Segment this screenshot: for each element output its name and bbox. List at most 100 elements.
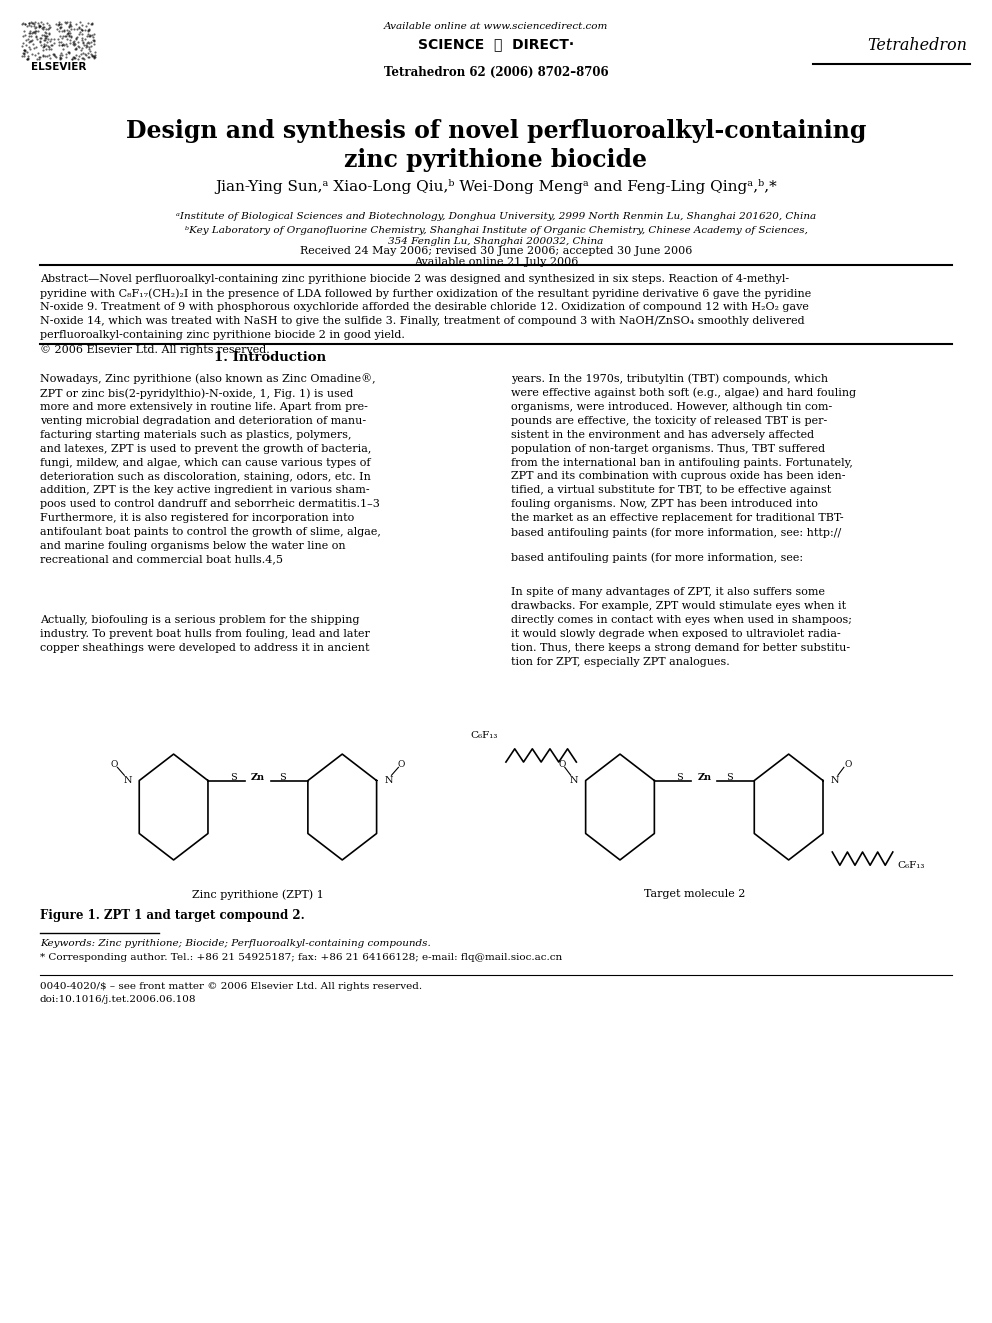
Point [54,21,69,42]
Point [85,46,101,67]
Point [19,49,35,70]
Point [85,26,101,48]
Point [40,36,56,57]
Point [43,17,59,38]
Text: Abstract—Novel perfluoroalkyl-containing zinc pyrithione biocide 2 was designed : Abstract—Novel perfluoroalkyl-containing… [40,274,810,355]
Point [71,12,87,33]
Point [57,20,72,41]
Point [78,34,94,56]
Point [39,25,55,46]
Point [55,34,70,56]
Point [26,12,42,33]
Point [62,15,78,36]
Point [60,36,75,57]
Point [86,30,102,52]
Point [59,25,74,46]
Point [62,26,78,48]
Point [80,42,96,64]
Text: Nowadays, Zinc pyrithione (also known as Zinc Omadine®,
ZPT or zinc bis(2-pyridy: Nowadays, Zinc pyrithione (also known as… [40,373,381,565]
Point [17,40,33,61]
Point [26,21,42,42]
Point [51,32,66,53]
Point [53,48,68,69]
Text: S: S [677,774,682,782]
Point [82,25,98,46]
Point [77,20,93,41]
Point [60,12,75,33]
Point [61,16,76,37]
Point [66,46,82,67]
Point [73,19,89,40]
Point [62,21,77,42]
Point [17,13,33,34]
Text: S: S [230,774,236,782]
Text: O: O [844,761,851,769]
Point [28,37,44,58]
Point [62,42,77,64]
Point [26,37,42,58]
Point [39,12,55,33]
Point [36,24,52,45]
Point [63,19,79,40]
Point [33,26,49,48]
Point [42,48,58,69]
Point [42,30,58,52]
Point [52,21,67,42]
Point [83,12,99,33]
Point [16,40,32,61]
Point [62,12,78,33]
Point [75,32,91,53]
Point [74,48,90,69]
Point [82,32,98,53]
Text: Tetrahedron 62 (2006) 8702–8706: Tetrahedron 62 (2006) 8702–8706 [384,66,608,79]
Point [36,40,52,61]
Point [35,17,51,38]
Text: N: N [384,777,393,785]
Point [81,38,97,60]
Point [60,28,75,49]
Point [66,48,82,69]
Text: Received 24 May 2006; revised 30 June 2006; accepted 30 June 2006: Received 24 May 2006; revised 30 June 20… [300,246,692,257]
Point [53,42,68,64]
Point [80,24,96,45]
Point [76,34,92,56]
Point [55,44,70,65]
Text: Tetrahedron: Tetrahedron [867,37,967,54]
Text: years. In the 1970s, tributyltin (TBT) compounds, which
were effective against b: years. In the 1970s, tributyltin (TBT) c… [511,373,856,537]
Point [81,25,97,46]
Point [29,26,45,48]
Point [46,44,62,65]
Point [25,44,41,65]
Point [86,46,102,67]
Point [83,13,99,34]
Point [29,48,45,69]
Point [62,15,78,36]
Point [30,42,46,64]
Point [17,25,33,46]
Point [66,33,82,54]
Point [18,34,34,56]
Point [51,15,66,36]
Point [55,34,70,56]
Point [28,25,44,46]
Point [83,24,99,45]
Point [74,29,90,50]
Point [66,38,82,60]
Point [87,46,103,67]
Point [54,26,69,48]
Point [57,34,72,56]
Point [21,48,37,69]
Point [73,40,89,61]
Point [56,34,71,56]
Point [63,49,79,70]
Point [85,29,101,50]
Point [84,45,100,66]
Text: Target molecule 2: Target molecule 2 [644,889,745,900]
Point [26,21,42,42]
Point [64,30,80,52]
Point [62,13,78,34]
Point [15,12,31,33]
Point [86,33,102,54]
Point [38,19,54,40]
Point [43,34,59,56]
